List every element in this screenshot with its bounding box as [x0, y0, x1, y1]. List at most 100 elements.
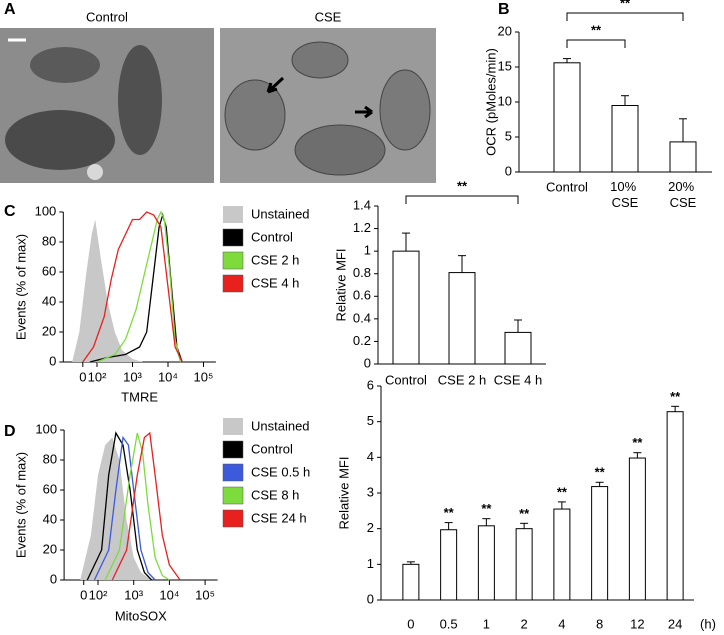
bar [553, 508, 571, 601]
histogram-line [104, 432, 170, 581]
y-tick-label: 80 [42, 233, 56, 248]
significance: ** [557, 484, 568, 499]
y-tick-label: 2 [367, 520, 374, 535]
y-tick-label: 60 [43, 481, 57, 496]
legend-swatch [222, 228, 244, 247]
x-tick-label: 10² [88, 369, 107, 384]
x-tick-label: 0 [407, 616, 414, 631]
y-tick-label: 1.4 [353, 197, 371, 212]
legend-swatch [222, 274, 244, 293]
significance-bracket [405, 195, 519, 204]
y-tick-label: 20 [42, 323, 56, 338]
legend-swatch [222, 486, 244, 505]
histogram-line [82, 211, 183, 363]
y-axis-label: Events (% of max) [13, 234, 28, 340]
bar [669, 141, 697, 173]
bar [477, 525, 495, 601]
significance: ** [481, 501, 492, 516]
mitochondrion [379, 69, 431, 151]
y-tick-label: 40 [42, 293, 56, 308]
significance: ** [620, 0, 631, 10]
panel-letter: D [4, 423, 16, 440]
y-tick-label: 0.8 [353, 265, 371, 280]
significance: ** [670, 389, 681, 404]
mitochondrion [224, 79, 286, 151]
bar [402, 563, 420, 601]
histogram-line [111, 431, 181, 581]
y-tick-label: 0.2 [353, 333, 371, 348]
x-tick-label: 4 [558, 616, 565, 631]
x-tick-label: 10³ [124, 587, 143, 602]
bar [515, 528, 533, 601]
y-tick-label: 60 [42, 263, 56, 278]
y-axis-label: Events (% of max) [13, 452, 28, 558]
histogram-area [72, 219, 144, 362]
legend-swatch [222, 251, 244, 270]
x-tick-label: 10⁴ [158, 369, 178, 384]
arrow [355, 105, 373, 119]
y-axis-label: OCR (pMoles/min) [483, 48, 498, 156]
bar [591, 486, 609, 601]
y-tick-label: 80 [43, 451, 57, 466]
legend-label: CSE 0.5 h [251, 464, 310, 479]
x-axis-label: MitoSOX [115, 608, 167, 623]
bar [504, 331, 532, 365]
legend-label: Unstained [251, 206, 310, 221]
x-tick-label: 24 [668, 616, 682, 631]
legend-label: Control [251, 229, 293, 244]
mitochondrion [118, 45, 162, 155]
vesicle [87, 164, 103, 180]
bar [440, 529, 458, 601]
significance: ** [591, 22, 602, 37]
mitochondrion [30, 47, 100, 83]
panel-letter: A [4, 1, 16, 18]
x-tick-label: 1 [483, 616, 490, 631]
x-tick-label: 10% CSE [610, 179, 640, 210]
legend-swatch [222, 509, 244, 528]
significance: ** [632, 435, 643, 450]
x-tick-label: 10² [89, 587, 108, 602]
legend-label: CSE 4 h [251, 275, 299, 290]
y-tick-label: 100 [35, 421, 57, 436]
bar [666, 411, 684, 601]
significance: ** [519, 506, 530, 521]
x-tick-label: 0.5 [440, 616, 458, 631]
y-tick-label: 1.2 [353, 220, 371, 235]
y-tick-label: 0 [364, 355, 371, 370]
x-tick-label: CSE 2 h [438, 372, 486, 387]
y-tick-label: 100 [35, 203, 57, 218]
mitochondrion [294, 124, 386, 176]
x-tick-label: CSE 4 h [494, 372, 542, 387]
image-label: CSE [315, 9, 342, 24]
mitochondrion [5, 110, 115, 170]
y-tick-label: 0.4 [353, 310, 371, 325]
y-tick-label: 15 [498, 58, 512, 73]
bar [448, 272, 476, 365]
bar [392, 250, 420, 365]
y-tick-label: 5 [367, 413, 374, 428]
y-tick-label: 20 [43, 541, 57, 556]
x-tick-label: 10⁵ [195, 587, 215, 602]
significance: ** [444, 505, 455, 520]
x-tick-label: 0 [80, 587, 87, 602]
x-tick-label: 10³ [123, 369, 142, 384]
y-tick-label: 4 [367, 449, 374, 464]
significance-bracket [566, 39, 626, 48]
y-tick-label: 0 [49, 353, 56, 368]
x-tick-label: Control [546, 179, 588, 194]
legend-swatch [222, 463, 244, 482]
x-tick-label: 8 [596, 616, 603, 631]
bar [611, 105, 639, 173]
y-tick-label: 0 [367, 591, 374, 606]
x-tick-label: 2 [521, 616, 528, 631]
y-axis-label: Relative MFI [333, 249, 348, 322]
panel-letter: B [498, 1, 510, 18]
histogram-line [96, 210, 182, 363]
legend-swatch [223, 206, 243, 223]
legend-label: CSE 2 h [251, 252, 299, 267]
y-tick-label: 1 [367, 556, 374, 571]
legend-label: Control [251, 441, 293, 456]
x-axis-label: TMRE [121, 389, 158, 404]
image-label: Control [86, 9, 128, 24]
